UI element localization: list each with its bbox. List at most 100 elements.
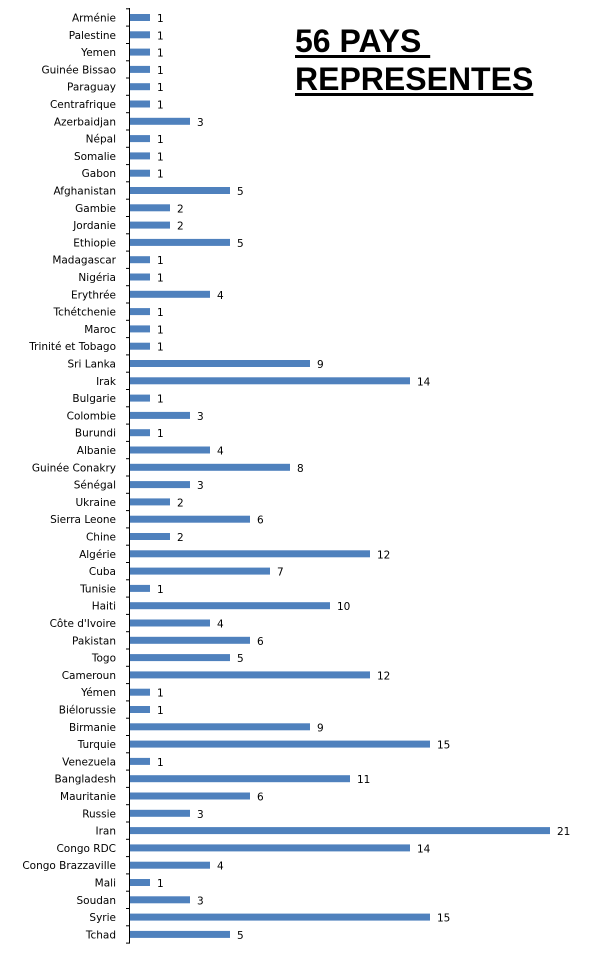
bar: [130, 879, 150, 886]
category-label: Madagascar: [52, 255, 116, 267]
bar: [130, 533, 170, 540]
value-label: 2: [177, 532, 184, 544]
category-label: Venezuela: [62, 756, 116, 768]
category-label: Tunisie: [79, 583, 116, 595]
bar: [130, 135, 150, 143]
value-label: 1: [157, 705, 164, 717]
value-label: 15: [437, 913, 450, 925]
category-label: Guinée Conakry: [32, 462, 116, 474]
bar: [130, 619, 210, 627]
value-labels: 1111113111522511411191413148326212711046…: [157, 13, 570, 942]
bar: [130, 325, 150, 333]
value-label: 5: [237, 186, 244, 198]
value-label: 12: [377, 549, 390, 561]
category-label: Tchétchenie: [52, 307, 116, 319]
bar: [130, 83, 150, 91]
category-label: Cameroun: [62, 670, 116, 682]
value-label: 5: [237, 653, 244, 665]
category-label: Congo Brazzaville: [22, 860, 116, 872]
value-label: 1: [157, 273, 164, 285]
category-label: Tchad: [85, 929, 116, 941]
value-label: 1: [157, 82, 164, 94]
category-label: Guinée Bissao: [41, 64, 116, 76]
bar: [130, 429, 150, 437]
bar: [130, 827, 550, 835]
bar: [130, 671, 370, 679]
bar: [130, 463, 290, 471]
category-label: Yémen: [80, 687, 116, 699]
bar: [130, 498, 170, 506]
category-label: Trinité et Tobago: [28, 341, 116, 353]
value-label: 14: [417, 843, 431, 855]
value-label: 1: [157, 134, 164, 146]
bar: [130, 775, 350, 783]
value-label: 11: [357, 774, 370, 786]
category-label: Paraguay: [67, 82, 116, 94]
value-label: 1: [157, 584, 164, 596]
value-label: 1: [157, 324, 164, 336]
category-label: Erythrée: [71, 289, 116, 301]
bar: [130, 636, 250, 644]
value-label: 1: [157, 307, 164, 319]
value-label: 1: [157, 688, 164, 700]
bar: [130, 411, 190, 419]
category-label: Chine: [86, 532, 116, 544]
category-label: Turquie: [77, 739, 116, 751]
bar: [130, 48, 150, 56]
bar: [130, 550, 370, 558]
bar: [130, 308, 150, 316]
category-label: Somalie: [74, 151, 116, 163]
category-label: Mauritanie: [60, 791, 116, 803]
value-label: 3: [197, 480, 204, 492]
bar: [130, 723, 310, 731]
value-label: 1: [157, 757, 164, 769]
value-label: 1: [157, 428, 164, 440]
category-label: Mali: [95, 878, 116, 890]
chart-headline: 56 PAYS REPRESENTES: [295, 22, 533, 98]
value-label: 12: [377, 670, 390, 682]
category-label: Algérie: [79, 549, 116, 561]
value-label: 1: [157, 13, 164, 25]
value-label: 21: [557, 826, 570, 838]
value-label: 7: [277, 567, 284, 579]
value-label: 6: [257, 636, 264, 648]
value-label: 1: [157, 169, 164, 181]
bar: [130, 913, 430, 921]
bar: [130, 65, 150, 73]
value-label: 3: [197, 895, 204, 907]
value-label: 2: [177, 221, 184, 233]
value-label: 1: [157, 48, 164, 60]
value-label: 1: [157, 878, 164, 890]
bar: [130, 377, 410, 385]
value-label: 5: [237, 238, 244, 250]
value-label: 2: [177, 497, 184, 509]
value-label: 2: [177, 203, 184, 215]
bar: [130, 204, 170, 212]
value-label: 8: [297, 463, 304, 475]
bar: [130, 809, 190, 817]
value-label: 9: [317, 722, 324, 734]
value-label: 10: [337, 601, 350, 613]
category-label: Bangladesh: [54, 774, 116, 786]
category-label: Bulgarie: [72, 393, 116, 405]
bar: [130, 688, 150, 696]
bar: [130, 602, 330, 610]
bar: [130, 360, 310, 367]
bar: [130, 446, 210, 454]
category-label: Arménie: [72, 13, 116, 25]
value-label: 9: [317, 359, 324, 371]
category-label: Gabon: [82, 168, 116, 180]
bar: [130, 861, 210, 869]
value-label: 3: [197, 809, 204, 821]
category-label: Pakistan: [72, 635, 116, 647]
bar: [130, 930, 230, 938]
bar: [130, 792, 250, 800]
category-label: Népal: [86, 134, 116, 146]
category-label: Sierra Leone: [50, 514, 116, 526]
value-label: 3: [197, 411, 204, 423]
value-label: 1: [157, 100, 164, 112]
category-label: Togo: [91, 653, 116, 665]
value-label: 4: [217, 290, 224, 302]
bar: [130, 844, 410, 852]
category-label: Irak: [96, 376, 117, 388]
